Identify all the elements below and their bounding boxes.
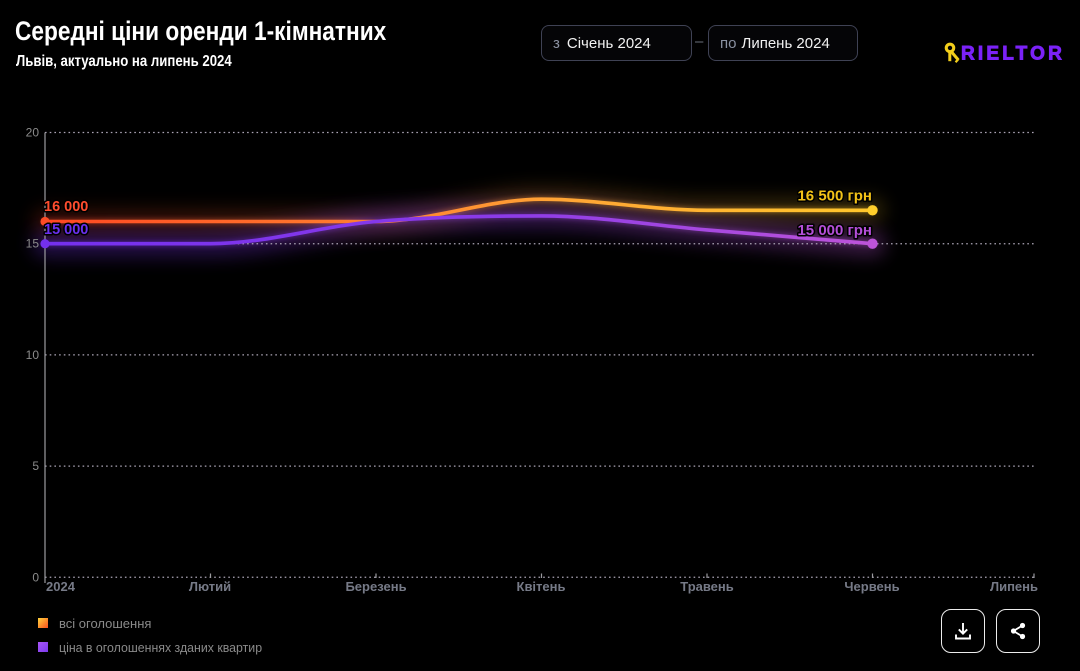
svg-text:15 000 грн: 15 000 грн [797, 222, 872, 239]
svg-text:15 000: 15 000 [44, 222, 88, 238]
svg-text:RIELTOR: RIELTOR [961, 44, 1065, 64]
svg-text:5: 5 [32, 459, 39, 473]
svg-text:20: 20 [26, 126, 40, 140]
svg-text:16 500 грн: 16 500 грн [797, 188, 872, 205]
svg-text:15: 15 [26, 237, 40, 251]
svg-text:10: 10 [26, 348, 40, 362]
svg-text:16 000: 16 000 [44, 199, 88, 215]
svg-text:0: 0 [32, 570, 39, 584]
